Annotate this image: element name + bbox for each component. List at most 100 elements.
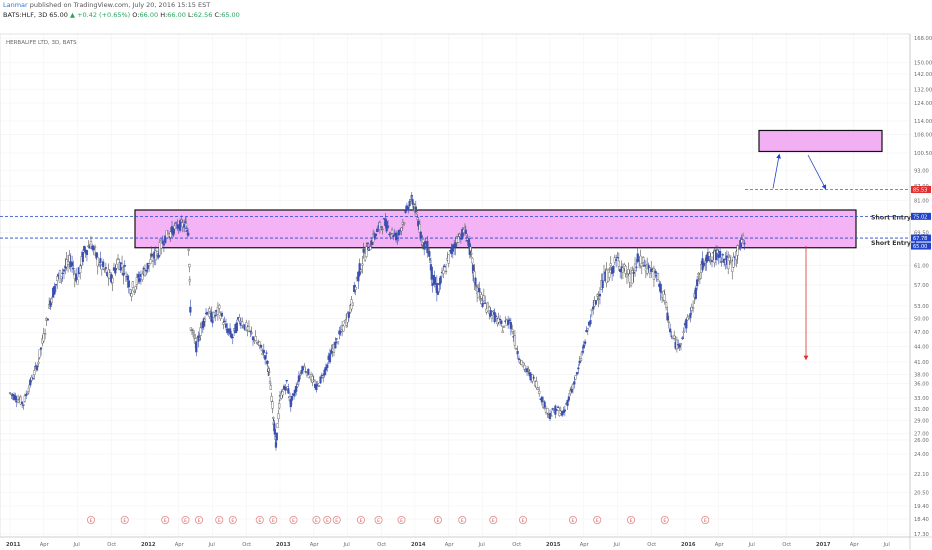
candle-body xyxy=(50,298,53,303)
candle-body xyxy=(346,313,349,323)
candle-body xyxy=(188,264,191,268)
earnings-marker-icon xyxy=(519,516,528,525)
author-name[interactable]: Lanmar xyxy=(3,1,28,9)
last-price-tag: 65.00 xyxy=(913,244,927,250)
earnings-marker-icon xyxy=(332,516,341,525)
y-tick-label: 124.00 xyxy=(914,101,932,107)
open-value: 66.00 xyxy=(139,11,159,19)
candle-body xyxy=(461,229,464,239)
candle-body xyxy=(470,253,473,255)
candle-body xyxy=(407,206,410,211)
price-axis: 168.00 150.00 142.00 132.00 124.00 114.00 108.… xyxy=(914,36,932,538)
x-tick-label: Jul xyxy=(613,542,620,548)
candle-body xyxy=(285,380,288,382)
annotation-layer: Short Entry 2 Short Entry 1 75.02 67.78 65.0… xyxy=(0,153,931,361)
candle-body xyxy=(354,286,357,290)
candle-body xyxy=(736,245,739,256)
candle-body xyxy=(721,254,724,256)
candle-body xyxy=(222,322,225,325)
candle-body xyxy=(339,331,342,333)
candle-body xyxy=(172,227,175,236)
candle-body xyxy=(193,335,196,339)
candle-body xyxy=(666,312,669,321)
candle-body xyxy=(527,369,530,372)
candle-body xyxy=(85,250,89,256)
candle-body xyxy=(511,329,514,332)
candle-body xyxy=(656,272,660,280)
zones-layer xyxy=(134,129,883,249)
candle-body xyxy=(543,401,546,408)
candle-body xyxy=(330,350,333,354)
candle-body xyxy=(608,272,611,278)
candle-body xyxy=(386,225,390,228)
x-tick-label: 2011 xyxy=(6,542,21,548)
candle-body xyxy=(347,312,350,318)
candle-body xyxy=(158,242,161,256)
candle-body xyxy=(698,277,701,280)
candle-body xyxy=(567,396,570,401)
candle-body xyxy=(311,376,314,383)
candle-body xyxy=(81,252,84,262)
candle-body xyxy=(442,270,445,274)
candle-body xyxy=(269,385,272,390)
candle-body xyxy=(555,409,558,411)
candle-body xyxy=(223,320,226,323)
candle-body xyxy=(557,406,560,408)
x-tick-label: Oct xyxy=(377,542,386,548)
candle-body xyxy=(443,266,446,268)
ohlc-info: BATS:HLF, 3D 65.00 ▲ +0.42 (+0.65%) O:66… xyxy=(3,11,240,19)
candle-body xyxy=(368,249,371,251)
candle-body xyxy=(636,253,639,263)
candle-body xyxy=(627,269,630,274)
earnings-marker-icon xyxy=(181,516,190,525)
y-tick-label: 50.00 xyxy=(914,317,929,323)
candle-body xyxy=(312,379,315,382)
candle-body xyxy=(732,256,735,268)
time-axis: 2011 Apr Jul Oct 2012 Apr Jul Oct 2013 Apr Jul Oct 2… xyxy=(6,542,890,548)
candle-body xyxy=(509,321,512,329)
candle-body xyxy=(489,310,492,317)
short-entry-1-label: Short Entry 1 xyxy=(871,240,917,247)
candle-body xyxy=(161,240,164,244)
candle-body xyxy=(615,259,618,261)
candle-body xyxy=(574,375,577,380)
y-tick-label: 100.50 xyxy=(914,151,932,157)
candle-body xyxy=(584,341,587,344)
candle-body xyxy=(342,325,345,332)
candle-body xyxy=(659,283,662,293)
earnings-marker-icon xyxy=(269,516,278,525)
candle-body xyxy=(575,372,579,375)
candle-body xyxy=(490,315,494,319)
candle-body xyxy=(92,246,95,250)
candle-body xyxy=(579,358,583,361)
candle-body xyxy=(42,333,45,342)
candle-body xyxy=(129,289,132,294)
earnings-marker-label: E xyxy=(90,518,93,524)
candle-body xyxy=(743,242,746,245)
earnings-marker-icon xyxy=(161,516,170,525)
candle-body xyxy=(335,338,338,340)
earnings-marker-icon xyxy=(289,516,298,525)
earnings-marker-icon xyxy=(255,516,264,525)
candle-body xyxy=(464,229,467,235)
candle-body xyxy=(102,261,105,267)
candle-body xyxy=(25,393,28,397)
candle-body xyxy=(428,251,431,257)
candle-body xyxy=(369,246,372,250)
candle-body xyxy=(162,243,165,246)
candle-body xyxy=(728,257,731,261)
x-tick-label: Jul xyxy=(883,542,890,548)
candle-body xyxy=(231,336,234,339)
candle-body xyxy=(146,262,149,270)
candle-body xyxy=(111,277,114,283)
candle-body xyxy=(708,252,711,257)
publish-text: published on TradingView.com, July 20, 2… xyxy=(29,1,211,9)
candle-body xyxy=(551,408,554,410)
candle-body xyxy=(457,236,460,243)
x-tick-label: Jul xyxy=(478,542,485,548)
candle-body xyxy=(249,330,252,332)
candle-body xyxy=(14,395,17,401)
candle-body xyxy=(578,360,581,364)
candle-body xyxy=(740,239,743,244)
